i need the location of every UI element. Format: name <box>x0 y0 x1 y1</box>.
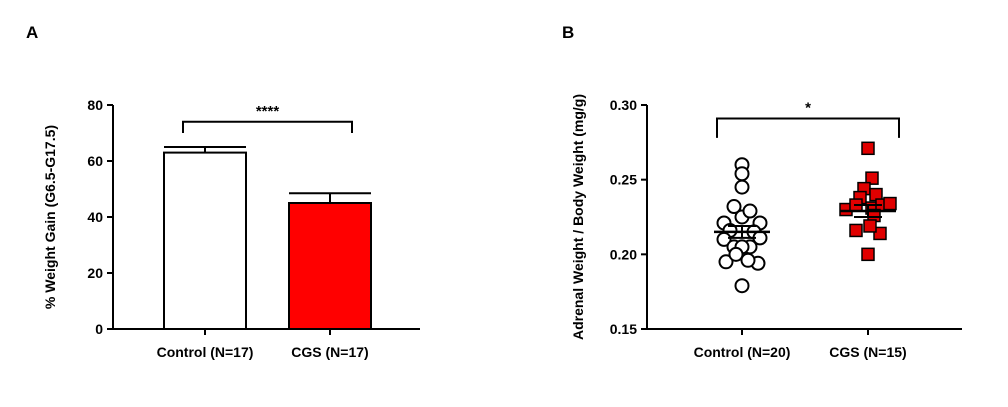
panel-b-data-point <box>861 141 875 156</box>
panel-b-data-point <box>726 199 742 215</box>
panel-b-data-point <box>728 246 744 262</box>
panel-b-data-point <box>849 223 863 238</box>
panel-a-y-axis-title: % Weight Gain (G6.5-G17.5) <box>42 125 58 309</box>
panel-b-data-point <box>734 166 750 182</box>
panel-b-data-point <box>718 254 734 270</box>
panel-a-bar <box>288 202 372 330</box>
panel-a-x-tick-label: CGS (N=17) <box>291 344 368 360</box>
panel-b-significance-label: * <box>805 99 811 116</box>
panel-b-x-tick-label: Control (N=20) <box>694 344 791 360</box>
panel-b-data-point <box>873 226 887 241</box>
panel-b-y-axis-title: Adrenal Weight / Body Weight (mg/g) <box>570 94 586 340</box>
panel-b: B Adrenal Weight / Body Weight (mg/g) 0.… <box>562 23 962 360</box>
panel-b-data-point <box>863 219 877 233</box>
panel-a-x-tick-label: Control (N=17) <box>157 344 254 360</box>
panel-b-y-tick-label: 0.20 <box>610 246 637 262</box>
panel-a-y-tick-label: 20 <box>87 265 103 281</box>
panel-b-data-point <box>861 247 875 262</box>
panel-b-data-point <box>883 196 897 211</box>
panel-b-data-point <box>865 171 879 185</box>
panel-b-label: B <box>562 23 574 42</box>
panel-b-data-point <box>734 278 750 294</box>
panel-b-y-tick-label: 0.25 <box>610 172 637 188</box>
panel-b-data-point <box>740 252 756 268</box>
panel-b-y-tick-label: 0.15 <box>610 321 637 337</box>
panel-a-y-tick-label: 60 <box>87 153 103 169</box>
panel-a-significance-bracket <box>182 120 353 133</box>
panel-b-y-tick-label: 0.30 <box>610 97 637 113</box>
panel-b-data-point <box>742 203 758 219</box>
panel-a: A % Weight Gain (G6.5-G17.5) 0 20 40 60 80 Co… <box>26 23 420 360</box>
panel-a-bar <box>163 151 247 330</box>
panel-b-data-point <box>734 179 750 195</box>
panel-a-y-tick-label: 0 <box>95 321 103 337</box>
panel-a-significance-label: **** <box>256 103 280 120</box>
panel-a-y-tick-label: 40 <box>87 209 103 225</box>
panel-b-marks: 0.15 0.20 0.25 0.30 Control (N=20) CGS (N=15)… <box>610 97 962 360</box>
panel-a-y-tick-label: 80 <box>87 97 103 113</box>
panel-b-significance-bracket <box>716 117 900 138</box>
panel-b-x-tick-label: CGS (N=15) <box>829 344 906 360</box>
panel-a-label: A <box>26 23 38 42</box>
panel-a-marks: 0 20 40 60 80 Control (N=17) CGS (N=17) **** <box>87 97 420 360</box>
